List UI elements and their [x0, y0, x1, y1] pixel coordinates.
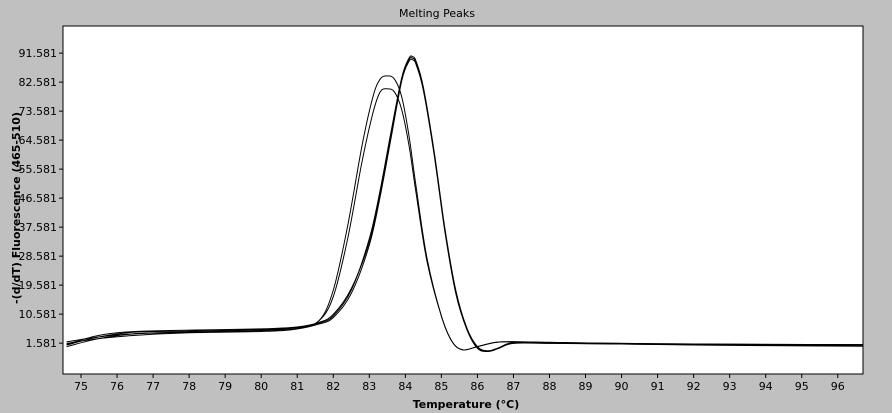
x-tick-label: 90 — [615, 380, 629, 393]
x-tick-label: 86 — [470, 380, 484, 393]
x-tick-label: 79 — [218, 380, 232, 393]
series-group — [66, 55, 864, 352]
x-tick-label: 89 — [579, 380, 593, 393]
y-tick-label: 46.581 — [19, 192, 58, 205]
x-tick-label: 82 — [326, 380, 340, 393]
x-tick-label: 87 — [506, 380, 520, 393]
y-tick-label: 37.581 — [19, 221, 58, 234]
x-tick-label: 95 — [795, 380, 809, 393]
y-tick-label: 1.581 — [26, 337, 58, 350]
y-tick-label: 10.581 — [19, 308, 58, 321]
x-tick-label: 77 — [146, 380, 160, 393]
x-tick-label: 91 — [651, 380, 665, 393]
y-tick-label: 82.581 — [19, 76, 58, 89]
y-axis-ticks: 1.581 10.581 19.581 28.581 37.581 46.581 55.58… — [19, 47, 63, 350]
y-axis-title: -(d/dT) Fluorescence (465-510) — [10, 112, 23, 304]
x-tick-label: 76 — [110, 380, 124, 393]
x-tick-label: 83 — [362, 380, 376, 393]
y-tick-label: 55.581 — [19, 163, 58, 176]
x-tick-label: 78 — [182, 380, 196, 393]
melt-curve-4 — [66, 55, 864, 352]
chart-title: Melting Peaks — [399, 7, 475, 20]
x-tick-label: 85 — [434, 380, 448, 393]
y-tick-label: 73.581 — [19, 105, 58, 118]
x-tick-label: 94 — [759, 380, 773, 393]
plot-area — [62, 25, 864, 375]
melt-curve-5 — [66, 57, 864, 352]
x-axis-ticks: 75 76 77 78 79 80 81 82 83 84 85 86 87 88 89 90 91 92 93 94… — [74, 374, 845, 393]
x-tick-label: 75 — [74, 380, 88, 393]
y-tick-label: 91.581 — [19, 47, 58, 60]
x-axis-title: Temperature (°C) — [413, 398, 520, 411]
x-tick-label: 92 — [687, 380, 701, 393]
x-tick-label: 84 — [398, 380, 412, 393]
x-tick-label: 88 — [542, 380, 556, 393]
x-tick-label: 96 — [831, 380, 845, 393]
y-tick-label: 28.581 — [19, 250, 58, 263]
y-tick-label: 19.581 — [19, 279, 58, 292]
x-tick-label: 80 — [254, 380, 268, 393]
x-tick-label: 93 — [723, 380, 737, 393]
x-tick-label: 81 — [290, 380, 304, 393]
y-tick-label: 64.581 — [19, 134, 58, 147]
